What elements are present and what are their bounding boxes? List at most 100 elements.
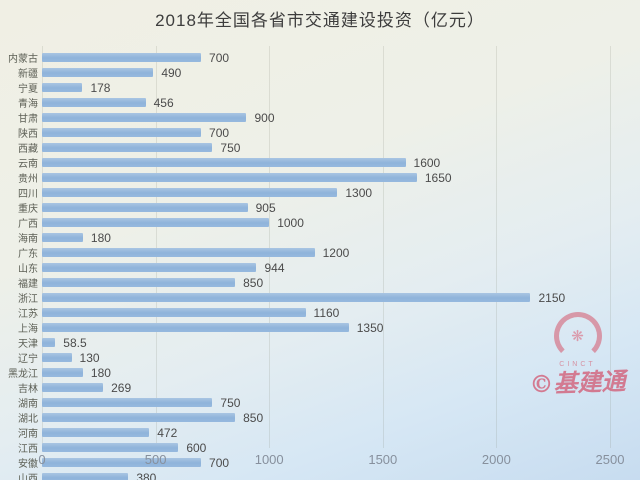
value-label: 380 [136,470,157,480]
bar [42,473,129,480]
bar-row: 吉林 269 [0,380,640,396]
bar-row: 青海 456 [0,95,640,111]
value-label: 1300 [345,185,373,200]
bar-area: 900 [42,110,640,125]
bar [42,218,270,227]
bar-row: 广西 1000 [0,215,640,231]
bar [42,323,349,332]
bar-row: 西藏 750 [0,140,640,156]
x-tick-label: 0 [38,452,46,467]
value-label: 1350 [356,320,384,335]
bar-area: 1200 [42,245,640,260]
value-label: 472 [157,425,178,440]
bar-row: 陕西 700 [0,125,640,141]
bar-row: 山西 380 [0,470,640,480]
category-label: 湖南 [18,399,38,410]
chart-title: 2018年全国各省市交通建设投资（亿元） [155,11,485,30]
category-label: 甘肃 [18,114,38,125]
bar-area: 850 [42,275,640,290]
bar-area: 490 [42,65,640,80]
bar-row: 辽宁 130 [0,350,640,366]
bar-row: 湖南 750 [0,395,640,411]
bar [42,263,257,272]
value-label: 269 [111,380,132,395]
bar [42,233,83,242]
bar-row: 江西 600 [0,440,640,456]
bar [42,428,150,437]
bar-area: 1650 [42,170,640,185]
gridline [610,46,611,448]
value-label: 2150 [538,290,566,305]
bar-area: 456 [42,95,640,110]
bar-row: 海南 180 [0,230,640,246]
bar-row: 山东 944 [0,260,640,276]
value-label: 700 [209,125,230,140]
bar-row: 上海 1350 [0,320,640,336]
bar-row: 内蒙古 700 [0,50,640,66]
value-label: 1200 [322,245,350,260]
bar [42,188,338,197]
bar-row: 福建 850 [0,275,640,291]
bar [42,158,406,167]
bar-area: 850 [42,410,640,425]
category-label: 江西 [18,444,38,455]
bar-area: 700 [42,50,640,65]
bar [42,68,154,77]
category-label: 海南 [18,234,38,245]
value-label: 180 [90,365,111,380]
bar [42,128,202,137]
category-label: 山西 [18,474,38,480]
bar-area: 1600 [42,155,640,170]
category-label: 西藏 [18,144,38,155]
category-label: 黑龙江 [8,369,38,380]
gridline [269,46,271,448]
gridline [155,46,157,448]
x-tick-label: 1000 [254,452,284,467]
bar-area: 269 [42,380,640,395]
bar [42,368,83,377]
bar-area: 178 [42,80,640,95]
bar-area: 130 [42,350,640,365]
category-label: 广西 [18,219,38,230]
x-tick-label: 2000 [481,452,511,467]
value-label: 1600 [413,155,441,170]
bar-row: 浙江 2150 [0,290,640,306]
value-label: 180 [90,230,111,245]
value-label: 58.5 [63,335,87,350]
bar-area: 700 [42,125,640,140]
bar-row: 安徽 700 [0,455,640,471]
value-label: 178 [90,80,111,95]
bar [42,53,202,62]
bar-area: 1160 [42,305,640,320]
bar [42,443,179,452]
category-label: 新疆 [18,69,38,80]
bar-area: 944 [42,260,640,275]
bar-row: 广东 1200 [0,245,640,261]
value-label: 850 [243,410,264,425]
bar [42,293,531,302]
bar-area: 58.5 [42,335,640,350]
value-label: 750 [220,395,241,410]
bar-row: 湖北 850 [0,410,640,426]
category-label: 重庆 [18,204,38,215]
bar-area: 180 [42,365,640,380]
bar [42,173,417,182]
category-label: 吉林 [18,384,38,395]
bar-area: 380 [42,470,640,480]
x-tick-label: 2500 [595,452,625,467]
bar [42,143,213,152]
gridline [496,46,498,448]
value-label: 944 [264,260,285,275]
value-label: 1650 [424,170,452,185]
bar [42,203,248,212]
bar-row: 云南 1600 [0,155,640,171]
bar-area: 905 [42,200,640,215]
bar-area: 180 [42,230,640,245]
value-label: 700 [209,50,230,65]
value-label: 456 [153,95,174,110]
category-label: 浙江 [18,294,38,305]
bar-row: 贵州 1650 [0,170,640,186]
gridline [382,46,384,448]
bar-row: 新疆 490 [0,65,640,81]
